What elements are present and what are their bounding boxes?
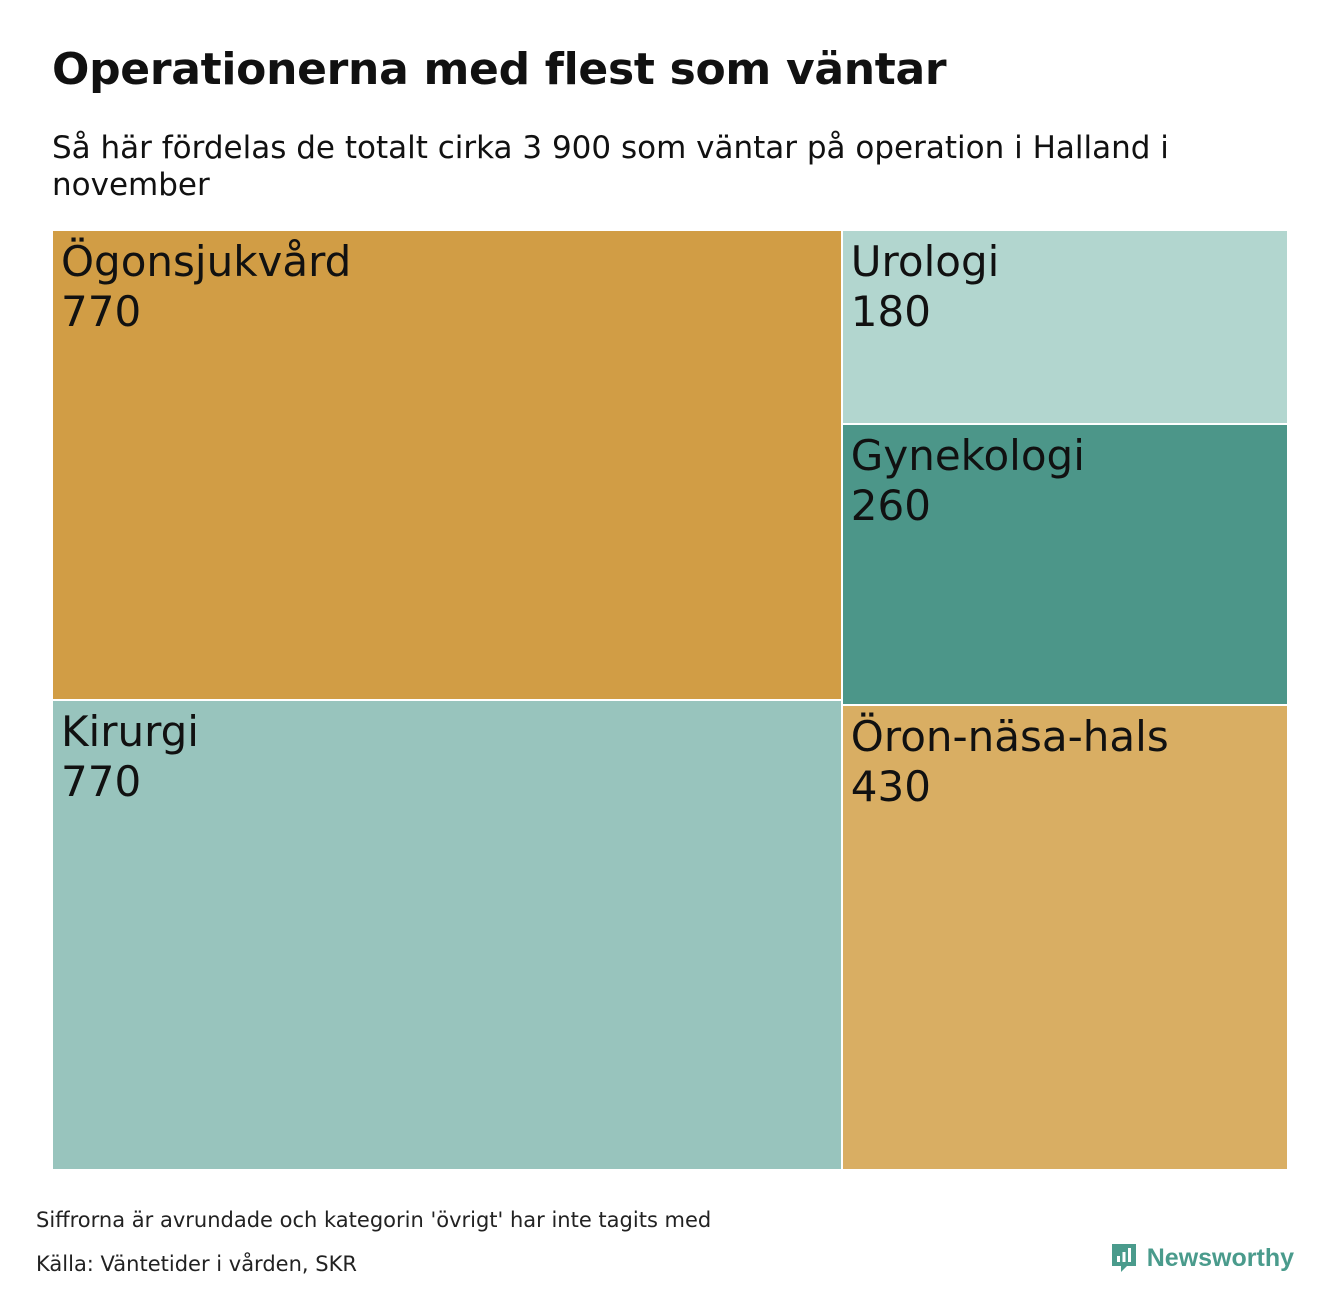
treemap-tile-kirurgi: Kirurgi 770 bbox=[52, 700, 842, 1170]
newsworthy-logo-icon bbox=[1111, 1244, 1136, 1272]
tile-label: Urologi bbox=[850, 237, 1000, 286]
footnote-source: Källa: Väntetider i vården, SKR bbox=[36, 1252, 357, 1276]
footnote-note: Siffrorna är avrundade och kategorin 'öv… bbox=[36, 1208, 712, 1232]
chart-title: Operationerna med flest som väntar bbox=[52, 44, 947, 95]
tile-value: 260 bbox=[850, 481, 931, 531]
treemap-tile-oron-nasa-hals: Öron-näsa-hals 430 bbox=[841, 705, 1288, 1170]
tile-value: 430 bbox=[850, 762, 931, 812]
tile-label: Öron-näsa-hals bbox=[850, 712, 1169, 762]
tile-value: 770 bbox=[61, 287, 142, 336]
tile-value: 770 bbox=[61, 757, 142, 806]
tile-value: 180 bbox=[850, 287, 931, 336]
brand-name: Newsworthy bbox=[1146, 1243, 1294, 1272]
treemap-tile-ogonsjukvard: Ögonsjukvård 770 bbox=[52, 230, 842, 700]
tile-label: Ögonsjukvård bbox=[61, 237, 352, 286]
chart-subtitle: Så här fördelas de totalt cirka 3 900 so… bbox=[52, 130, 1169, 203]
tile-label: Gynekologi bbox=[850, 431, 1085, 481]
treemap-tile-urologi: Urologi 180 bbox=[841, 230, 1288, 425]
treemap-tile-gynekologi: Gynekologi 260 bbox=[841, 424, 1288, 706]
treemap: Ögonsjukvård 770 Kirurgi 770 Urologi 180 Gynek… bbox=[52, 230, 1288, 1170]
brand-logo: Newsworthy bbox=[1109, 1242, 1294, 1274]
tile-label: Kirurgi bbox=[61, 707, 199, 756]
